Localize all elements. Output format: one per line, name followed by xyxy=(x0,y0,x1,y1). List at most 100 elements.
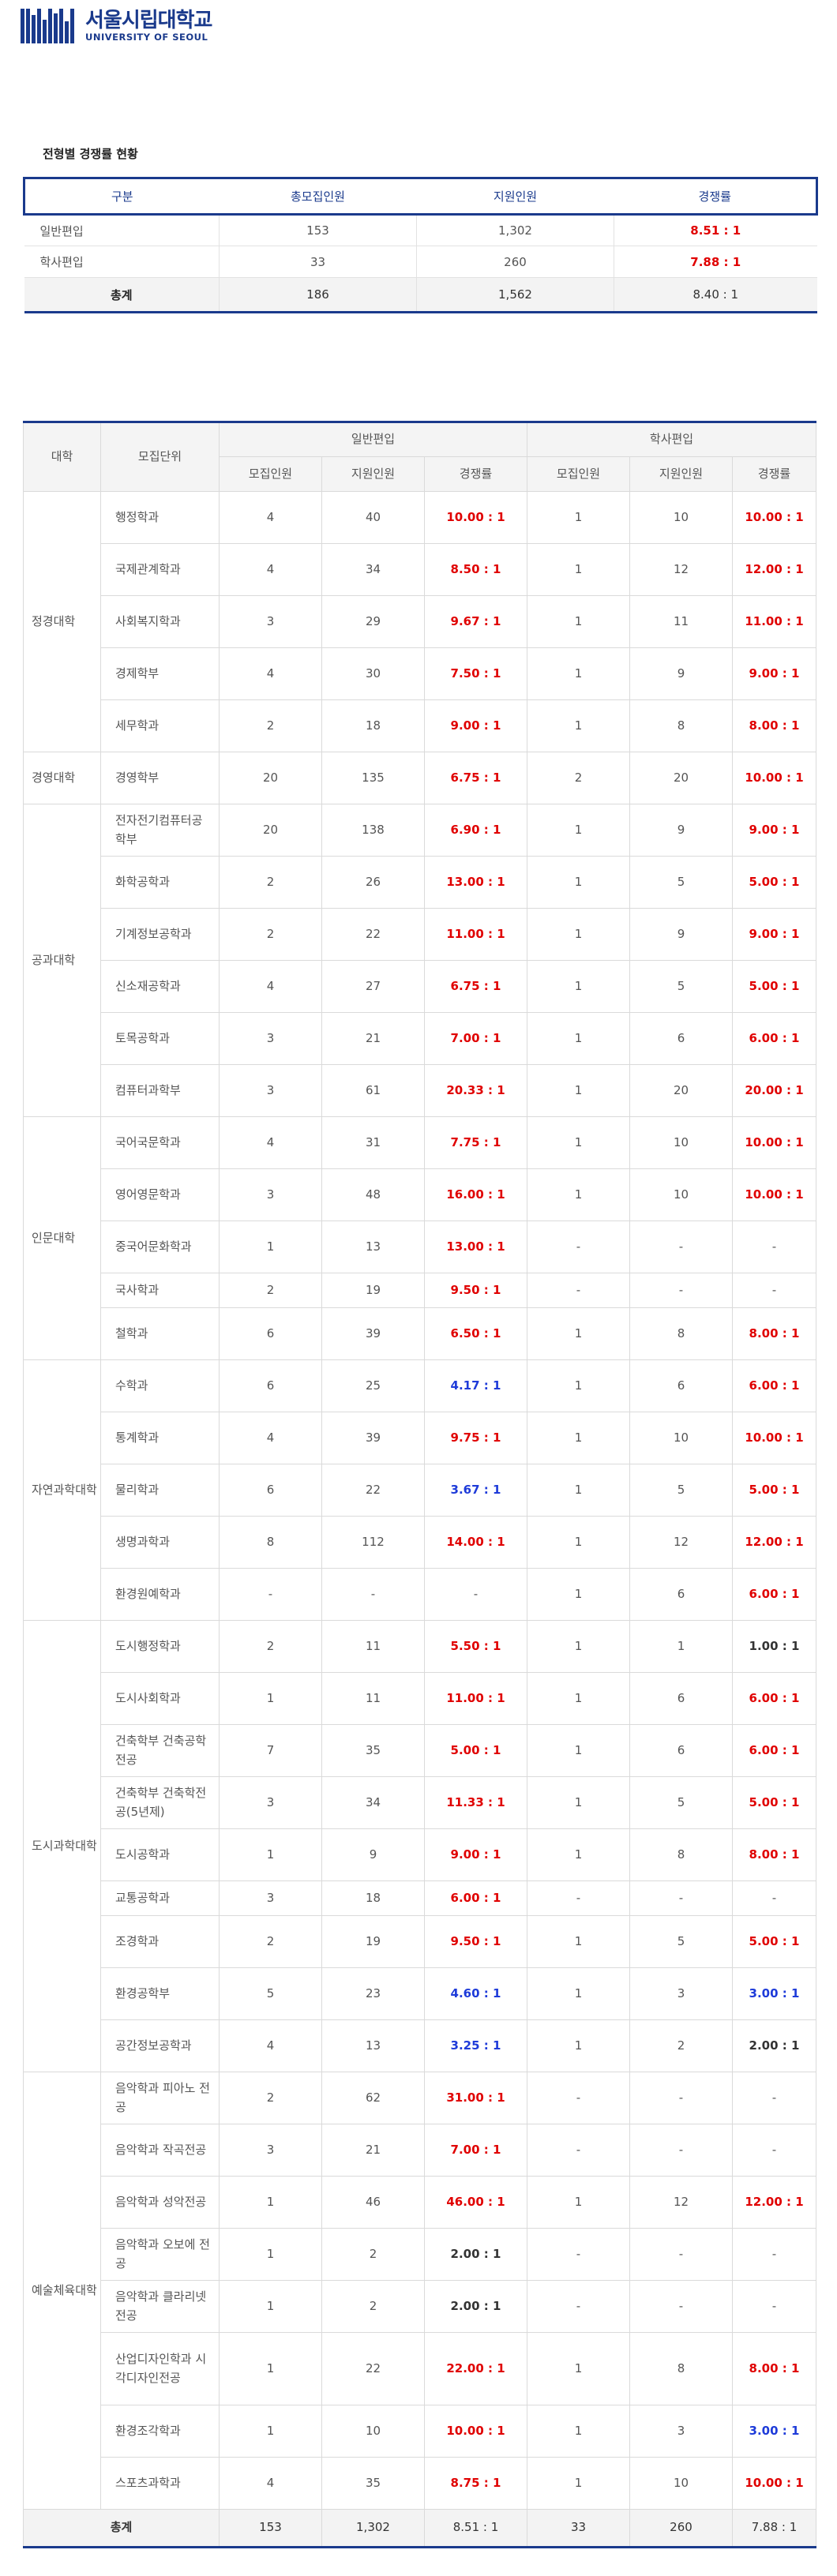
bachelor-quota: 1 xyxy=(527,1776,630,1829)
bachelor-quota: 1 xyxy=(527,1116,630,1169)
bachelor-quota: 1 xyxy=(527,1915,630,1968)
table-row: 경영대학 경영학부 20 135 6.75 : 1 2 20 10.00 : 1 xyxy=(23,752,816,804)
college-name: 도시과학대학 xyxy=(23,1620,101,2072)
general-quota: 4 xyxy=(219,1412,322,1464)
general-quota: 2 xyxy=(219,699,322,752)
bachelor-quota: - xyxy=(527,1880,630,1916)
general-quota: 1 xyxy=(219,1672,322,1725)
bachelor-quota: 1 xyxy=(527,699,630,752)
table-row: 음악학과 작곡전공 3 21 7.00 : 1--- xyxy=(24,2124,816,2177)
general-applicants: 112 xyxy=(321,1516,425,1569)
general-ratio: 4.17 : 1 xyxy=(424,1359,527,1412)
bachelor-applicants: 1 xyxy=(629,1620,733,1673)
bachelor-applicants: - xyxy=(629,1880,733,1916)
general-applicants: 35 xyxy=(321,2457,425,2510)
university-logo[interactable]: 서울시립대학교 UNIVERSITY OF SEOUL xyxy=(21,6,212,46)
header-general-quota: 모집인원 xyxy=(219,456,322,492)
unit-name: 교통공학과 xyxy=(100,1880,220,1916)
table-row: 컴퓨터과학부 3 61 20.33 : 1 1 20 20.00 : 1 xyxy=(24,1064,816,1117)
bachelor-quota: - xyxy=(527,2228,630,2281)
table-row: 사회복지학과 3 29 9.67 : 1 1 11 11.00 : 1 xyxy=(24,595,816,648)
bachelor-quota: 1 xyxy=(527,1516,630,1569)
summary-quota: 33 xyxy=(219,246,417,278)
header-general-ratio: 경쟁률 xyxy=(424,456,527,492)
detail-table: 대학 모집단위 일반편입 학사편입 모집인원 지원인원 경쟁률 모집인원 지원인… xyxy=(23,421,816,2548)
unit-name: 환경원예학과 xyxy=(100,1568,220,1621)
general-applicants: 29 xyxy=(321,595,425,648)
general-applicants: 11 xyxy=(321,1620,425,1673)
header-college: 대학 xyxy=(23,421,101,492)
bachelor-quota: 1 xyxy=(527,1464,630,1517)
bachelor-ratio: - xyxy=(732,2280,816,2333)
bachelor-ratio: 3.00 : 1 xyxy=(732,2405,816,2458)
general-ratio: - xyxy=(424,1568,527,1621)
summary-header-quota: 총모집인원 xyxy=(219,177,417,216)
bachelor-ratio: 8.00 : 1 xyxy=(732,1828,816,1881)
general-applicants: 35 xyxy=(321,1724,425,1777)
college-name: 정경대학 xyxy=(23,491,101,752)
general-quota: 1 xyxy=(219,1221,322,1273)
bachelor-applicants: 6 xyxy=(629,1724,733,1777)
summary-label: 일반편입 xyxy=(24,214,220,246)
bachelor-applicants: 11 xyxy=(629,595,733,648)
detail-total-general-ratio: 8.51 : 1 xyxy=(424,2509,527,2548)
unit-name: 산업디자인학과 시각디자인전공 xyxy=(100,2332,220,2405)
bachelor-applicants: 6 xyxy=(629,1012,733,1065)
general-quota: 3 xyxy=(219,595,322,648)
unit-name: 도시행정학과 xyxy=(100,1620,220,1673)
unit-name: 기계정보공학과 xyxy=(100,908,220,961)
general-quota: 20 xyxy=(219,804,322,857)
bachelor-quota: 1 xyxy=(527,2176,630,2229)
unit-name: 중국어문화학과 xyxy=(100,1221,220,1273)
detail-total-bachelor-applicants: 260 xyxy=(629,2509,733,2548)
table-row: 국사학과 2 19 9.50 : 1--- xyxy=(24,1273,816,1308)
logo-mark-icon xyxy=(21,9,74,43)
general-applicants: 22 xyxy=(321,908,425,961)
bachelor-applicants: 10 xyxy=(629,1116,733,1169)
table-row: 철학과 6 39 6.50 : 1 1 8 8.00 : 1 xyxy=(24,1307,816,1360)
general-quota: 6 xyxy=(219,1464,322,1517)
bachelor-ratio: 12.00 : 1 xyxy=(732,1516,816,1569)
bachelor-applicants: - xyxy=(629,2280,733,2333)
table-row: 건축학부 건축공학전공 7 35 5.00 : 1 1 6 6.00 : 1 xyxy=(24,1724,816,1777)
bachelor-applicants: 9 xyxy=(629,647,733,700)
logo-korean: 서울시립대학교 xyxy=(85,9,212,33)
summary-applicants: 260 xyxy=(416,246,614,278)
general-quota: 8 xyxy=(219,1516,322,1569)
general-quota: 4 xyxy=(219,960,322,1013)
general-ratio: 5.00 : 1 xyxy=(424,1724,527,1777)
table-row: 음악학과 성악전공 1 46 46.00 : 1 1 12 12.00 : 1 xyxy=(24,2176,816,2229)
general-quota: 4 xyxy=(219,2019,322,2072)
general-ratio: 6.75 : 1 xyxy=(424,752,527,804)
bachelor-applicants: 12 xyxy=(629,543,733,596)
header-bachelor-quota: 모집인원 xyxy=(527,456,630,492)
general-ratio: 31.00 : 1 xyxy=(424,2072,527,2124)
general-applicants: 21 xyxy=(321,1012,425,1065)
bachelor-ratio: - xyxy=(732,1273,816,1308)
general-applicants: 22 xyxy=(321,1464,425,1517)
general-quota: 3 xyxy=(219,1880,322,1916)
general-quota: 6 xyxy=(219,1307,322,1360)
summary-header-type: 구분 xyxy=(24,177,220,216)
general-ratio: 3.67 : 1 xyxy=(424,1464,527,1517)
general-ratio: 8.50 : 1 xyxy=(424,543,527,596)
unit-name: 세무학과 xyxy=(100,699,220,752)
unit-name: 음악학과 클라리넷 전공 xyxy=(100,2280,220,2333)
general-applicants: 31 xyxy=(321,1116,425,1169)
general-ratio: 13.00 : 1 xyxy=(424,856,527,909)
general-applicants: - xyxy=(321,1568,425,1621)
unit-name: 화학공학과 xyxy=(100,856,220,909)
college-name: 자연과학대학 xyxy=(23,1359,101,1621)
bachelor-applicants: 6 xyxy=(629,1568,733,1621)
summary-total-label: 총계 xyxy=(24,277,220,313)
header-unit: 모집단위 xyxy=(100,421,220,492)
bachelor-ratio: 1.00 : 1 xyxy=(732,1620,816,1673)
unit-name: 음악학과 피아노 전공 xyxy=(100,2072,220,2124)
bachelor-quota: 1 xyxy=(527,1412,630,1464)
bachelor-applicants: 12 xyxy=(629,1516,733,1569)
general-applicants: 62 xyxy=(321,2072,425,2124)
table-row: 도시공학과 1 9 9.00 : 1 1 8 8.00 : 1 xyxy=(24,1828,816,1881)
general-ratio: 9.50 : 1 xyxy=(424,1273,527,1308)
general-quota: 6 xyxy=(219,1359,322,1412)
detail-total-general-applicants: 1,302 xyxy=(321,2509,425,2548)
